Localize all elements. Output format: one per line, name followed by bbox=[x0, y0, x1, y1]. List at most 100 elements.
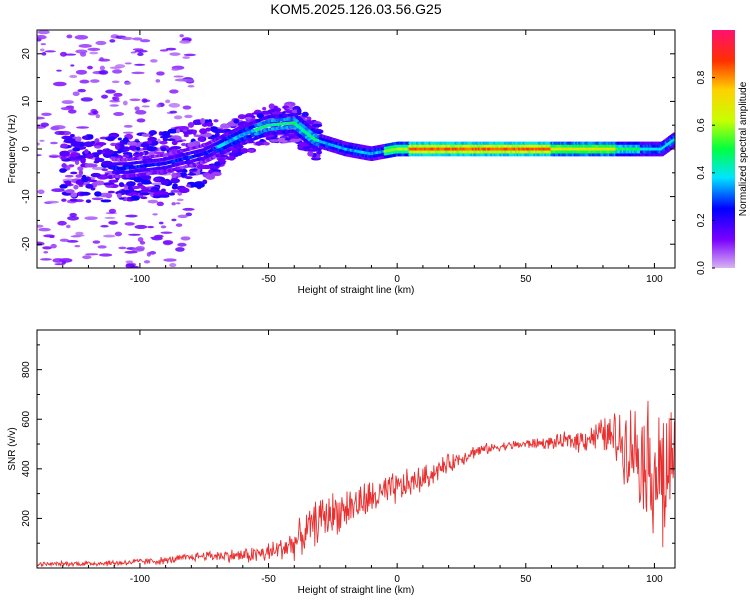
spectrogram-noise-blob bbox=[169, 110, 178, 114]
spectrogram-noise-blob bbox=[53, 81, 67, 87]
spectrogram-noise-blob bbox=[173, 115, 183, 120]
spectrogram-spread-blob bbox=[175, 128, 180, 134]
spectrogram-noise-blob bbox=[171, 68, 180, 71]
snr-series-line bbox=[37, 400, 675, 568]
spectrogram-spread-blob bbox=[178, 126, 190, 131]
spectrogram-spread-blob bbox=[206, 121, 214, 127]
spectrogram-spread-blob bbox=[265, 136, 272, 141]
spectrogram-noise-blob bbox=[40, 43, 47, 46]
spectrogram-spread-blob bbox=[69, 134, 75, 138]
spectrogram-spread-blob bbox=[183, 169, 188, 173]
spectrogram-noise-blob bbox=[95, 113, 101, 119]
spectrogram-spread-blob bbox=[172, 183, 178, 188]
spectrogram-noise-blob bbox=[109, 39, 116, 43]
spectrogram-spread-blob bbox=[296, 108, 302, 114]
spectrogram-spread-blob bbox=[122, 137, 129, 144]
spectrogram-noise-blob bbox=[101, 94, 109, 99]
spectrogram-noise-blob bbox=[89, 51, 99, 55]
spectrogram-noise-blob bbox=[43, 234, 55, 238]
spectrogram-noise-blob bbox=[174, 78, 188, 82]
snr-frame bbox=[36, 329, 676, 569]
spectrogram-noise-blob bbox=[80, 97, 93, 102]
spectrogram-spread-blob bbox=[259, 139, 265, 143]
spectrogram-noise-blob bbox=[147, 199, 159, 204]
spectrogram-noise-blob bbox=[149, 250, 156, 255]
spectrogram-spread-blob bbox=[140, 196, 148, 200]
spectrogram-noise-blob bbox=[169, 52, 181, 56]
snr-xlabel: Height of straight line (km) bbox=[298, 585, 415, 596]
spectrogram-noise-blob bbox=[160, 225, 167, 229]
snr-ylabel: SNR (v/v) bbox=[7, 427, 18, 470]
spectrogram-noise-blob bbox=[159, 49, 169, 52]
spectrogram-noise-blob bbox=[37, 142, 40, 146]
spectrogram-noise-blob bbox=[54, 130, 65, 135]
spectrogram-spread-blob bbox=[187, 181, 196, 185]
spectrogram-noise-blob bbox=[139, 240, 146, 245]
spectrogram-noise-blob bbox=[182, 105, 192, 110]
spectrogram-spread-blob bbox=[237, 114, 246, 120]
spectrogram-spread-blob bbox=[105, 193, 113, 199]
spectrogram-noise-blob bbox=[109, 104, 119, 107]
spectrogram-noise-blob bbox=[105, 89, 116, 94]
spectrogram-spread-blob bbox=[269, 139, 280, 143]
spectrogram-spread-blob bbox=[101, 160, 114, 167]
spectrogram-noise-blob bbox=[69, 212, 77, 217]
spectrogram-spread-blob bbox=[160, 131, 171, 137]
spectrogram-spread-blob bbox=[116, 193, 122, 199]
spectrogram-spread-blob bbox=[182, 129, 188, 132]
spectrogram-noise-blob bbox=[74, 244, 81, 248]
spectrogram-spread-blob bbox=[142, 147, 147, 151]
spectrogram-noise-blob bbox=[141, 105, 150, 108]
spectrogram-spread-blob bbox=[245, 116, 252, 120]
spectrogram-spread-blob bbox=[148, 130, 157, 136]
spectrogram-noise-blob bbox=[77, 166, 84, 171]
spectrogram-spread-blob bbox=[152, 151, 165, 155]
spectrogram-spread-blob bbox=[208, 169, 213, 174]
spectrogram-spread-blob bbox=[176, 173, 181, 178]
spectrogram-spread-blob bbox=[79, 191, 91, 196]
spectrogram-spread-blob bbox=[136, 146, 141, 151]
spectrogram-ridge-cell bbox=[672, 132, 675, 136]
spectrogram-noise-blob bbox=[133, 63, 146, 66]
spectrogram-noise-blob bbox=[37, 224, 44, 228]
spectrogram-spread-blob bbox=[83, 141, 94, 148]
spectrogram-spread-blob bbox=[126, 181, 136, 187]
spectrogram-noise-blob bbox=[134, 106, 140, 111]
spectrogram-noise-blob bbox=[165, 47, 177, 51]
spectrogram-spread-blob bbox=[100, 199, 112, 203]
spectrogram-spread-blob bbox=[122, 146, 130, 152]
spectrogram-noise-blob bbox=[41, 52, 47, 56]
spectrogram-noise-blob bbox=[156, 104, 162, 108]
spectrogram-spread-blob bbox=[187, 172, 197, 176]
spectrogram-noise-blob bbox=[184, 114, 193, 119]
spectrogram-noise-blob bbox=[37, 30, 50, 35]
spectrogram-spread-blob bbox=[214, 161, 221, 167]
spectrogram-xtick-label: 100 bbox=[646, 274, 663, 285]
spectrogram-noise-blob bbox=[41, 112, 52, 116]
spectrogram-spread-blob bbox=[228, 156, 235, 161]
spectrogram-spread-blob bbox=[80, 158, 86, 164]
spectrogram-noise-blob bbox=[113, 92, 123, 97]
spectrogram-noise-blob bbox=[135, 110, 147, 115]
spectrogram-noise-blob bbox=[98, 253, 113, 257]
spectrogram-noise-blob bbox=[136, 118, 146, 123]
spectrogram-noise-blob bbox=[112, 69, 123, 74]
colorbar-tick-label: 0.6 bbox=[696, 118, 707, 132]
spectrogram-noise-blob bbox=[131, 247, 145, 252]
spectrogram-spread-blob bbox=[145, 145, 157, 152]
spectrogram-noise-blob bbox=[87, 47, 101, 51]
spectrogram-noise-blob bbox=[152, 213, 158, 216]
spectrogram-noise-blob bbox=[183, 53, 196, 57]
spectrogram-noise-blob bbox=[50, 141, 58, 145]
spectrogram-noise-blob bbox=[124, 62, 132, 65]
spectrogram-noise-blob bbox=[39, 48, 45, 52]
spectrogram-spread-blob bbox=[73, 140, 82, 146]
spectrogram-spread-blob bbox=[263, 141, 270, 146]
spectrogram-ridge-cell bbox=[672, 135, 675, 139]
spectrogram-noise-blob bbox=[108, 220, 118, 225]
snr-panel: -100 -50 0 50 100 200 400 600 800 Height of stra… bbox=[7, 329, 676, 596]
spectrogram-noise-blob bbox=[72, 91, 80, 96]
spectrogram-spread-blob bbox=[61, 198, 67, 202]
spectrogram-ytick-label: 20 bbox=[21, 48, 32, 60]
spectrogram-spread-blob bbox=[170, 178, 180, 184]
